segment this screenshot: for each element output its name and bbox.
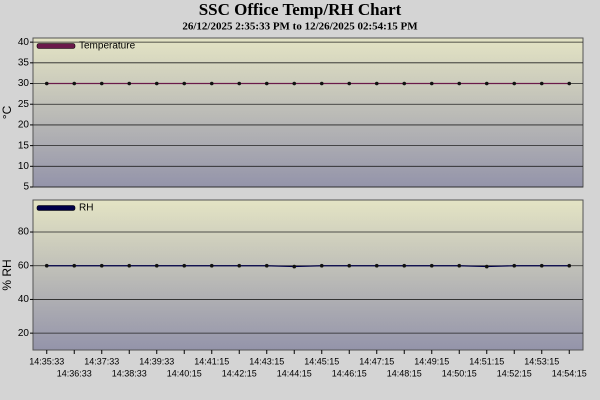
- data-point: [374, 263, 379, 268]
- y-tick-label: 60: [18, 260, 30, 271]
- data-point: [154, 263, 159, 268]
- data-point: [237, 263, 242, 268]
- plot-area: [32, 37, 584, 188]
- data-point: [44, 263, 49, 268]
- x-tick-label: 14:44:15: [277, 368, 312, 378]
- x-tick-label: 14:43:15: [249, 356, 284, 366]
- y-tick-label: 80: [18, 227, 30, 238]
- legend-swatch: [36, 205, 76, 211]
- data-point: [457, 81, 462, 86]
- data-point: [209, 263, 214, 268]
- y-tick-label: 20: [18, 328, 30, 339]
- data-point: [44, 81, 49, 86]
- x-tick-label: 14:38:33: [112, 368, 147, 378]
- y-tick-label: 5: [23, 182, 29, 193]
- x-tick-label: 14:47:15: [359, 356, 394, 366]
- data-point: [512, 263, 517, 268]
- x-tick-label: 14:37:33: [84, 356, 119, 366]
- data-point: [237, 81, 242, 86]
- data-point: [512, 81, 517, 86]
- data-point: [484, 81, 489, 86]
- x-tick-label: 14:54:15: [552, 368, 587, 378]
- data-point: [99, 263, 104, 268]
- data-point: [484, 264, 489, 269]
- plot-area: [32, 199, 584, 351]
- data-point: [402, 263, 407, 268]
- y-tick-label: 25: [18, 99, 30, 110]
- legend-label: RH: [79, 203, 93, 214]
- x-tick-label: 14:36:33: [57, 368, 92, 378]
- y-tick-label: 40: [18, 37, 30, 48]
- x-tick-label: 14:51:15: [469, 356, 504, 366]
- x-tick-label: 14:35:33: [29, 356, 64, 366]
- data-point: [347, 263, 352, 268]
- data-point: [292, 264, 297, 269]
- series-line: [46, 265, 570, 268]
- data-point: [429, 263, 434, 268]
- chart-subtitle: 26/12/2025 2:35:33 PM to 12/26/2025 02:5…: [182, 21, 418, 33]
- x-tick-label: 14:42:15: [222, 368, 257, 378]
- legend-swatch: [36, 43, 76, 49]
- y-axis-label: % RH: [0, 259, 14, 290]
- data-point: [72, 263, 77, 268]
- legend-label: Temperature: [79, 41, 136, 52]
- data-point: [539, 81, 544, 86]
- y-tick-label: 40: [18, 294, 30, 305]
- data-point: [264, 81, 269, 86]
- data-point: [347, 81, 352, 86]
- data-point: [374, 81, 379, 86]
- data-point: [402, 81, 407, 86]
- data-point: [567, 263, 572, 268]
- y-tick-label: 20: [18, 120, 30, 131]
- data-point: [127, 81, 132, 86]
- y-tick-label: 30: [18, 78, 30, 89]
- data-point: [457, 263, 462, 268]
- x-tick-label: 14:49:15: [414, 356, 449, 366]
- x-tick-label: 14:40:15: [167, 368, 202, 378]
- data-point: [209, 81, 214, 86]
- x-tick-label: 14:41:15: [194, 356, 229, 366]
- data-point: [539, 263, 544, 268]
- data-point: [127, 263, 132, 268]
- data-point: [429, 81, 434, 86]
- data-point: [182, 81, 187, 86]
- data-point: [319, 81, 324, 86]
- data-point: [99, 81, 104, 86]
- x-tick-label: 14:46:15: [332, 368, 367, 378]
- x-tick-label: 14:53:15: [524, 356, 559, 366]
- data-point: [319, 263, 324, 268]
- x-tick-label: 14:50:15: [442, 368, 477, 378]
- y-tick-label: 10: [18, 161, 30, 172]
- data-point: [72, 81, 77, 86]
- data-point: [292, 81, 297, 86]
- y-axis-label: °C: [0, 105, 14, 119]
- x-tick-label: 14:52:15: [497, 368, 532, 378]
- x-tick-label: 14:39:33: [139, 356, 174, 366]
- data-point: [182, 263, 187, 268]
- x-tick-label: 14:45:15: [304, 356, 339, 366]
- chart-title: SSC Office Temp/RH Chart: [199, 0, 402, 19]
- x-tick-label: 14:48:15: [387, 368, 422, 378]
- data-point: [264, 263, 269, 268]
- data-point: [567, 81, 572, 86]
- y-tick-label: 15: [18, 140, 30, 151]
- y-tick-label: 35: [18, 57, 30, 68]
- data-point: [154, 81, 159, 86]
